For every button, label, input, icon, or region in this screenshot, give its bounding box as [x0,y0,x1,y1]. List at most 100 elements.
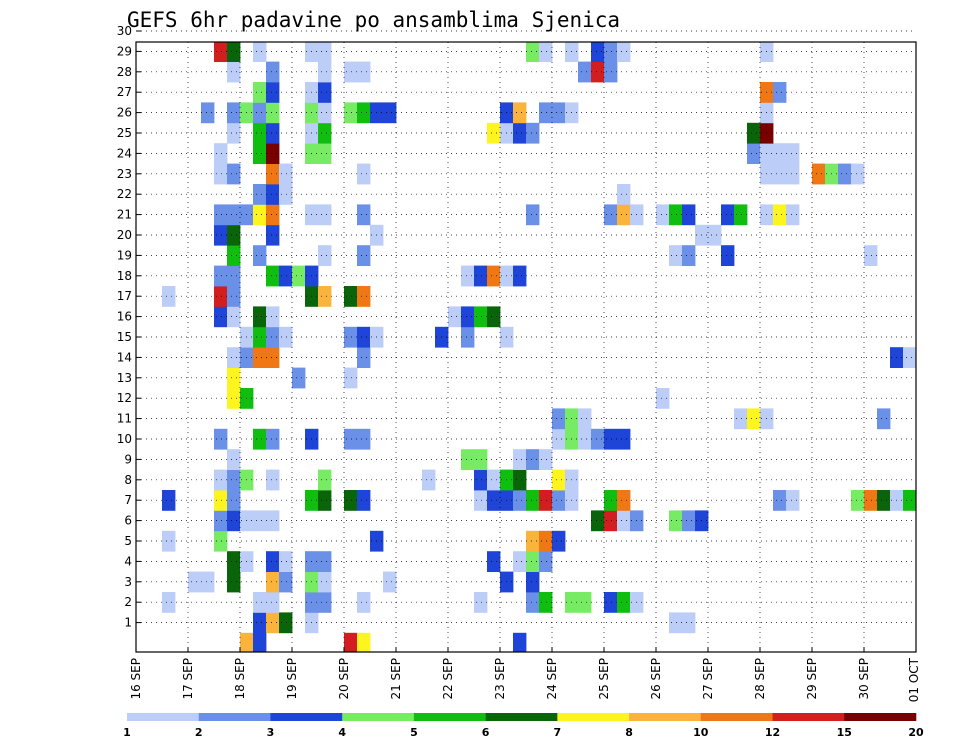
heatmap-cell [669,245,683,266]
heatmap-cell [812,163,826,185]
heatmap-cell [227,490,241,511]
heatmap-cell [227,510,241,532]
heatmap-cell [357,163,371,185]
heatmap-cell [513,490,527,511]
heatmap-cell [487,306,501,328]
heatmap-cell [513,469,527,491]
y-tick-label: 30 [117,24,132,38]
colorbar-segment [198,713,271,721]
colorbar-segment [629,713,702,721]
heatmap-cell [227,61,241,83]
heatmap-cell [214,286,228,307]
heatmap-cell [214,306,228,328]
heatmap-cell [227,571,241,593]
heatmap-cell [253,102,267,124]
heatmap-cell [318,61,332,83]
heatmap-cell [773,163,787,185]
heatmap-cell [578,428,592,450]
heatmap-cell [266,326,280,348]
x-tick-label: 28 SEP [753,658,767,700]
heatmap-cell [227,469,241,491]
heatmap-cell [617,184,631,205]
heatmap-cell [318,286,332,307]
y-tick-label: 14 [117,350,132,364]
heatmap-cell [318,143,332,164]
heatmap-cell [357,592,371,613]
y-tick-label: 19 [117,248,132,262]
x-tick-label: 29 SEP [805,658,819,700]
heatmap-cell [279,163,293,185]
y-tick-label: 20 [117,228,132,242]
heatmap-cell [552,102,566,124]
y-tick-label: 8 [124,473,132,487]
heatmap-cell [773,490,787,511]
heatmap-cell [552,530,566,552]
heatmap-cell [253,632,267,653]
heatmap-cell [266,163,280,185]
heatmap-cell [474,469,488,491]
heatmap-cell [539,530,553,552]
heatmap-cell [344,367,358,389]
heatmap-cell [539,449,553,470]
heatmap-cell [526,204,540,226]
colorbar-label: 2 [195,726,203,739]
y-tick-label: 24 [117,146,132,160]
heatmap-cell [604,428,618,450]
heatmap-cell [903,490,917,511]
x-tick-label: 17 SEP [181,658,195,700]
y-tick-label: 15 [117,330,132,344]
heatmap-cell [578,592,592,613]
heatmap-cell [747,143,761,164]
y-tick-label: 6 [124,514,132,528]
heatmap-cell [162,286,176,307]
heatmap-cell [266,612,280,634]
heatmap-cell [877,408,891,430]
heatmap-cell [786,163,800,185]
heatmap-cell [721,245,735,266]
x-tick-label: 27 SEP [701,658,715,700]
heatmap-cell [448,306,462,328]
heatmap-cell [227,42,241,62]
heatmap-cell [526,592,540,613]
heatmap-cell [227,551,241,572]
heatmap-cell [357,61,371,83]
heatmap-cell [539,592,553,613]
colorbar-label: 5 [410,726,418,739]
heatmap-cell [604,61,618,83]
y-tick-label: 7 [124,493,132,507]
heatmap-cell [344,102,358,124]
heatmap-cell [318,204,332,226]
y-tick-label: 23 [117,167,132,181]
heatmap-cell [747,122,761,144]
heatmap-cell [591,428,605,450]
heatmap-cell [227,102,241,124]
heatmap-cell [513,122,527,144]
y-tick-label: 5 [124,534,132,548]
heatmap-cell [214,510,228,532]
colorbar-segment [700,713,773,721]
colorbar-label: 15 [837,726,852,739]
x-axis: 16 SEP 17 SEP 18 SEP 19 SEP 20 SEP 21 SEP 22 S… [129,647,921,702]
heatmap-cell [292,367,306,389]
heatmap-cell [539,551,553,572]
y-tick-label: 17 [117,289,132,303]
heatmap-cell [227,286,241,307]
heatmap-cell [253,510,267,532]
heatmap-cell [266,592,280,613]
heatmap-cell [357,347,371,368]
heatmap-cell [526,42,540,62]
heatmap-cell [851,163,865,185]
heatmap-cell [747,408,761,430]
heatmap-cell [539,102,553,124]
heatmap-cell [318,42,332,62]
colorbar-segment [413,713,486,721]
heatmap-cell [266,61,280,83]
heatmap-cell [864,245,878,266]
heatmap-cell [344,61,358,83]
colorbar-label: 10 [693,726,709,739]
heatmap-cell [214,530,228,552]
heatmap-cell [253,42,267,62]
heatmap-cell [253,326,267,348]
heatmap-cell [344,490,358,511]
